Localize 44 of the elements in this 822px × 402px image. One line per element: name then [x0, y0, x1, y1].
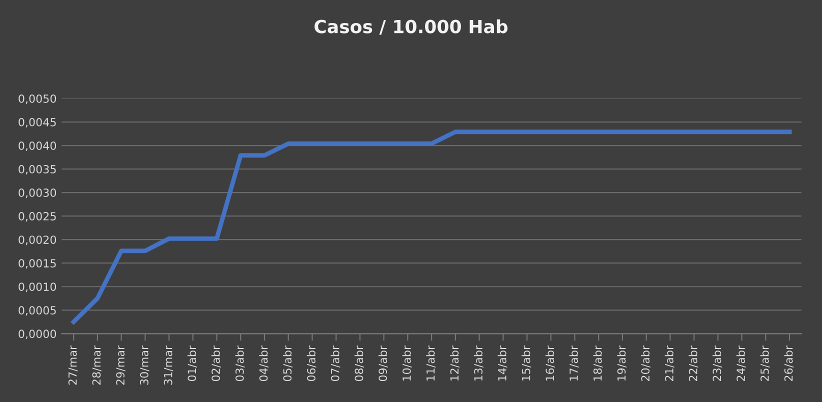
x-tick-label: 10/abr — [402, 345, 412, 381]
x-tick-label: 14/abr — [498, 345, 508, 381]
line-series — [71, 130, 792, 324]
y-tick-label: 0,0020 — [18, 236, 56, 246]
x-tick-label: 03/abr — [235, 345, 245, 382]
x-tick-label: 18/abr — [593, 345, 603, 381]
x-tick-label: 24/abr — [736, 345, 746, 381]
x-tick-label: 01/abr — [188, 345, 197, 382]
x-tick-label: 27/mar — [68, 345, 78, 385]
y-tick-label: 0,0030 — [18, 188, 56, 198]
x-tick-label: 25/abr — [760, 345, 770, 381]
x-tick-label: 06/abr — [306, 345, 316, 382]
x-tick-label: 30/mar — [140, 345, 150, 385]
x-tick-label: 15/abr — [522, 345, 532, 381]
y-tick-label: 0,0040 — [18, 142, 56, 152]
y-tick-label: 0,0025 — [18, 212, 56, 222]
x-tick-label: 26/abr — [784, 345, 794, 381]
y-tick-label: 0,0010 — [18, 282, 56, 292]
x-tick-label: 13/abr — [474, 345, 484, 381]
x-tick-label: 07/abr — [330, 345, 340, 382]
x-tick-label: 29/mar — [116, 345, 126, 385]
x-tick-label: 19/abr — [617, 345, 627, 381]
y-tick-label: 0,0015 — [18, 259, 56, 269]
x-tick-label: 11/abr — [426, 345, 436, 381]
x-tick-label: 23/abr — [712, 345, 722, 381]
x-tick-label: 20/abr — [640, 345, 650, 381]
x-tick-label: 08/abr — [354, 345, 364, 382]
x-tick-label: 12/abr — [450, 345, 460, 381]
y-tick-label: 0,0050 — [18, 94, 56, 104]
x-tick-label: 04/abr — [259, 345, 269, 382]
x-tick-label: 22/abr — [688, 345, 698, 381]
chart-title: Casos / 10.000 Hab — [314, 19, 508, 35]
x-tick-label: 17/abr — [569, 345, 579, 381]
y-tick-label: 0,0000 — [18, 330, 56, 340]
x-tick-label: 21/abr — [664, 345, 674, 381]
y-tick-label: 0,0045 — [18, 118, 56, 128]
x-tick-label: 16/abr — [545, 345, 555, 381]
x-tick-label: 09/abr — [378, 345, 388, 382]
x-tick-label: 28/mar — [92, 345, 102, 385]
x-tick-label: 02/abr — [211, 345, 221, 382]
x-tick-label: 05/abr — [282, 345, 292, 382]
x-tick-label: 31/mar — [164, 345, 174, 385]
y-tick-label: 0,0005 — [18, 306, 56, 316]
y-tick-label: 0,0035 — [18, 165, 56, 175]
